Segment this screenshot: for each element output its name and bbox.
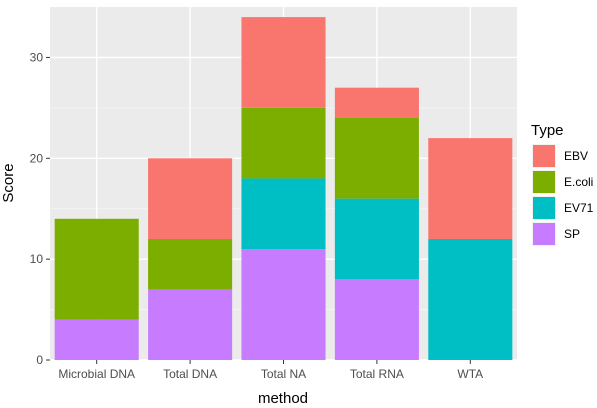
x-tick-label: WTA bbox=[457, 367, 483, 381]
bar-ecoli-0 bbox=[54, 218, 139, 320]
y-tick-label: 10 bbox=[30, 252, 44, 266]
bar-sp-3 bbox=[334, 279, 419, 360]
bars bbox=[54, 17, 513, 360]
bar-sp-1 bbox=[148, 289, 233, 360]
bar-ebv-1 bbox=[148, 158, 233, 239]
x-tick-label: Total NA bbox=[261, 367, 306, 381]
legend-swatch-sp bbox=[533, 223, 555, 245]
bar-ebv-3 bbox=[334, 87, 419, 118]
bar-ev71-2 bbox=[241, 178, 326, 250]
x-tick-label: Microbial DNA bbox=[58, 367, 135, 381]
legend-title: Type bbox=[531, 122, 564, 139]
x-tick-label: Total RNA bbox=[350, 367, 404, 381]
legend-swatch-ebv bbox=[533, 145, 555, 167]
y-tick-label: 20 bbox=[30, 151, 44, 165]
y-tick-label: 0 bbox=[36, 353, 43, 367]
bar-sp-0 bbox=[54, 319, 139, 360]
legend-label: EBV bbox=[564, 149, 588, 163]
y-axis-title: Score bbox=[0, 163, 17, 202]
bar-ecoli-3 bbox=[334, 117, 419, 199]
bar-ev71-4 bbox=[428, 238, 513, 360]
y-tick-label: 30 bbox=[30, 50, 44, 64]
legend-label: EV71 bbox=[564, 201, 594, 215]
bar-ecoli-1 bbox=[148, 238, 233, 290]
legend-label: E.coli bbox=[564, 175, 593, 189]
legend-swatch-ecoli bbox=[533, 171, 555, 193]
legend-label: SP bbox=[564, 227, 580, 241]
bar-ev71-3 bbox=[334, 198, 419, 280]
bar-ebv-2 bbox=[241, 17, 326, 108]
x-axis-title: method bbox=[258, 390, 308, 407]
legend-swatch-ev71 bbox=[533, 197, 555, 219]
legend: Type EBV E.coli EV71 SP bbox=[531, 122, 594, 246]
x-tick-label: Total DNA bbox=[163, 367, 217, 381]
bar-ebv-4 bbox=[428, 138, 513, 239]
bar-ecoli-2 bbox=[241, 107, 326, 179]
axes: 0 10 20 30 Microbial DNA Total DNA Total NA Tot… bbox=[30, 50, 484, 381]
bar-sp-2 bbox=[241, 249, 326, 360]
